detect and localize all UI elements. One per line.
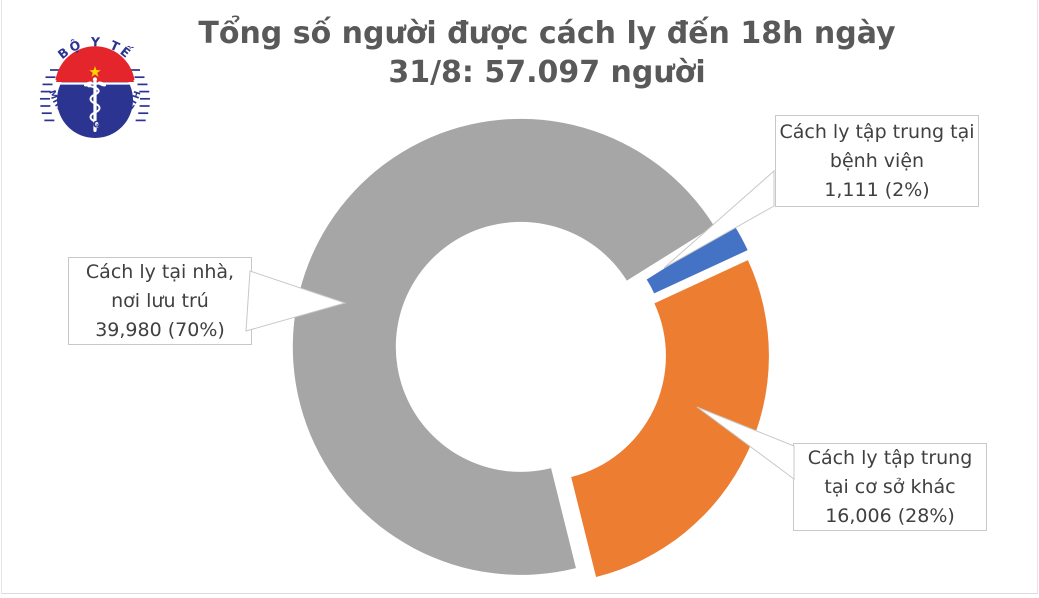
callout-value: 1,111 (2%) xyxy=(824,178,930,201)
callout-text: nơi lưu trú xyxy=(111,289,209,312)
callout-text: Cách ly tập trung xyxy=(807,446,973,469)
slice-other-facility-quarantine xyxy=(571,260,769,577)
slice-home-quarantine xyxy=(292,118,715,575)
callout-text: Cách ly tại nhà, xyxy=(85,260,235,283)
logo-arc-hatch-marks xyxy=(40,69,150,122)
callout-label-other-facility-quarantine: Cách ly tập trung tại cơ sở khác 16,006 … xyxy=(793,443,987,531)
callout-text: tại cơ sở khác xyxy=(824,475,956,498)
callout-label-home-quarantine: Cách ly tại nhà, nơi lưu trú 39,980 (70%… xyxy=(68,257,252,345)
callout-value: 39,980 (70%) xyxy=(95,318,225,341)
callout-text: Cách ly tập trung tại xyxy=(779,120,975,143)
star-icon xyxy=(89,66,101,77)
callout-value: 16,006 (28%) xyxy=(825,504,955,527)
callout-text: bệnh viện xyxy=(829,149,925,172)
ministry-of-health-logo: BỘ Y TẾ MINISTRY OF HEALTH xyxy=(40,34,150,138)
callout-label-hospital-quarantine: Cách ly tập trung tại bệnh viện 1,111 (2… xyxy=(775,115,979,207)
chart-title: Tổng số người được cách ly đến 18h ngày … xyxy=(115,14,979,92)
chart-title-line-2: 31/8: 57.097 người xyxy=(388,55,706,90)
rod-of-asclepius-icon xyxy=(83,77,107,132)
chart-title-line-1: Tổng số người được cách ly đến 18h ngày xyxy=(198,16,896,51)
